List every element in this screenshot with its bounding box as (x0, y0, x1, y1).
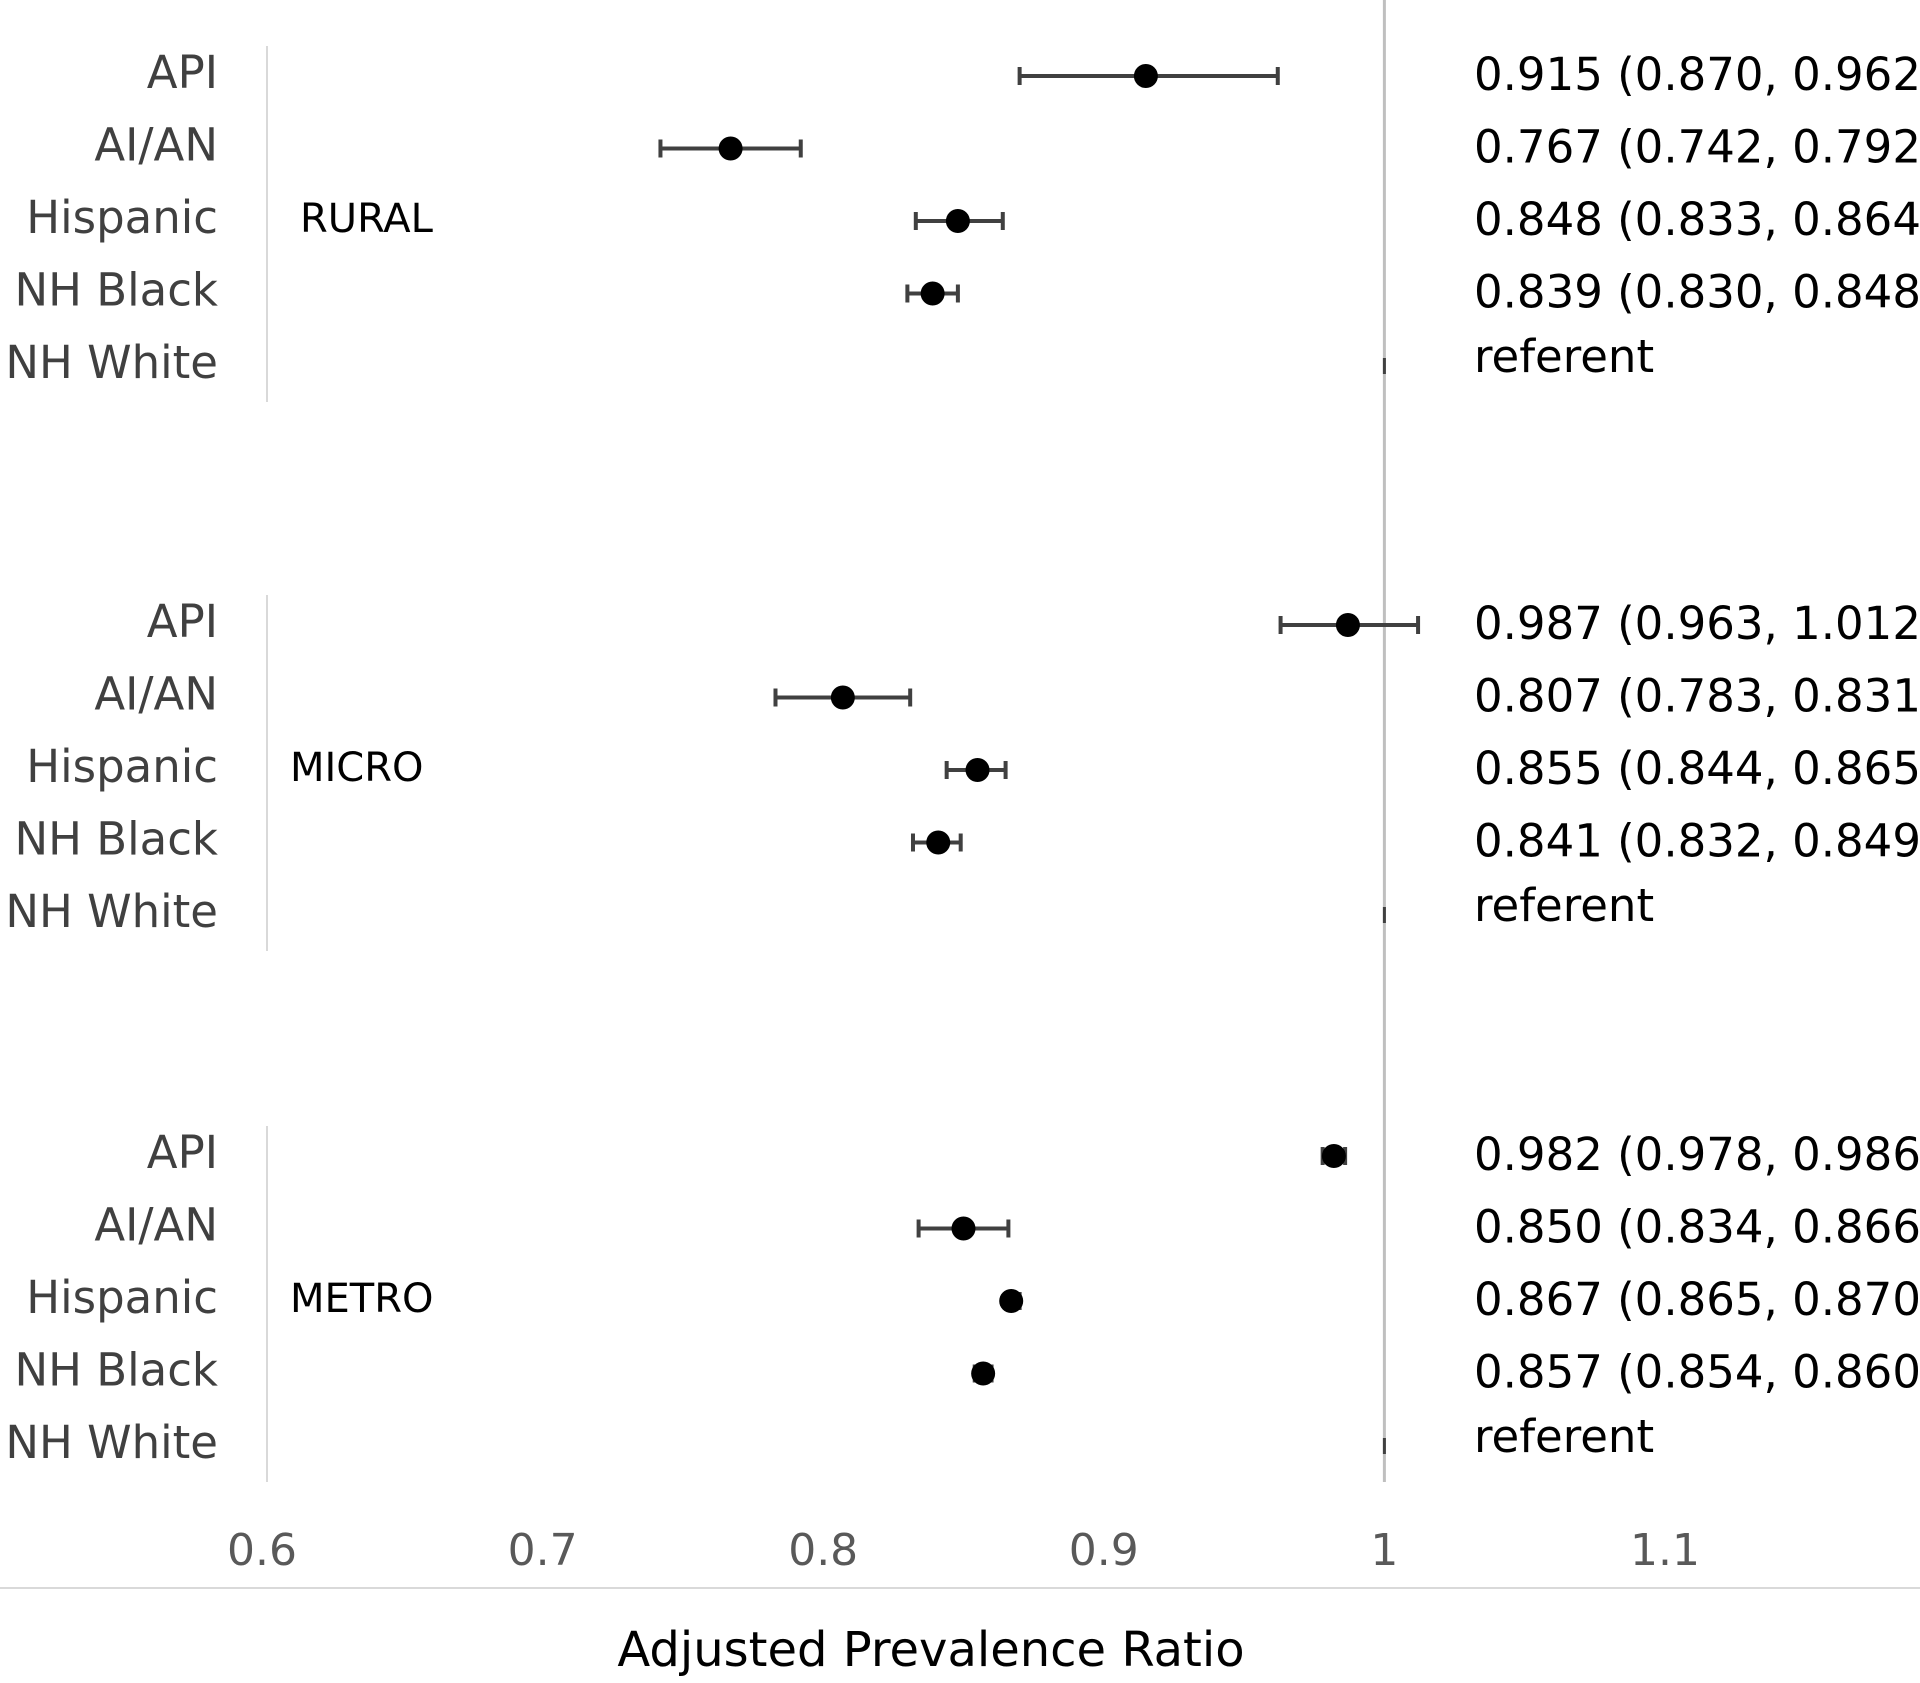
x-axis-title: Adjusted Prevalence Ratio (617, 1622, 1244, 1678)
x-tick-label: 0.6 (227, 1525, 297, 1576)
point (1321, 1144, 1346, 1168)
category-label: NH Black (14, 813, 218, 866)
point (920, 281, 945, 306)
value-label: 0.841 (0.832, 0.849) (1474, 815, 1920, 868)
value-label: 0.867 (0.865, 0.870) (1474, 1273, 1920, 1326)
category-label: AI/AN (94, 1199, 218, 1252)
value-label: referent (1474, 879, 1654, 932)
group-label: RURAL (300, 196, 434, 242)
group-label: MICRO (290, 745, 424, 791)
point (965, 758, 990, 782)
point (951, 1216, 976, 1241)
category-label: API (147, 46, 218, 99)
category-label: NH White (5, 885, 218, 938)
value-label: 0.915 (0.870, 0.962) (1474, 48, 1920, 101)
category-label: NH White (5, 336, 218, 389)
point (945, 209, 970, 233)
value-label: 0.807 (0.783, 0.831) (1474, 670, 1920, 723)
category-label: NH White (5, 1416, 218, 1469)
value-label: 0.987 (0.963, 1.012) (1474, 597, 1920, 650)
point (999, 1289, 1024, 1313)
value-label: 0.839 (0.830, 0.848) (1474, 266, 1920, 319)
value-label: 0.855 (0.844, 0.865) (1474, 742, 1920, 795)
x-tick-label: 1 (1370, 1525, 1398, 1576)
point (1133, 64, 1158, 88)
value-label: referent (1474, 330, 1654, 383)
point (830, 685, 855, 710)
category-label: API (147, 1126, 218, 1179)
x-tick-label: 0.9 (1069, 1525, 1139, 1576)
point (971, 1361, 996, 1386)
value-label: 0.850 (0.834, 0.866) (1474, 1201, 1920, 1254)
category-label: NH Black (14, 264, 218, 317)
category-label: AI/AN (94, 119, 218, 172)
value-label: 0.857 (0.854, 0.860) (1474, 1346, 1920, 1399)
point (718, 136, 743, 161)
value-label: 0.848 (0.833, 0.864) (1474, 193, 1920, 246)
point (1335, 613, 1360, 637)
value-label: 0.767 (0.742, 0.792) (1474, 121, 1920, 174)
point (926, 830, 951, 855)
x-tick-label: 1.1 (1630, 1525, 1700, 1576)
x-tick-label: 0.7 (508, 1525, 578, 1576)
value-label: referent (1474, 1410, 1654, 1463)
category-label: Hispanic (26, 1271, 218, 1324)
category-label: AI/AN (94, 668, 218, 721)
category-label: API (147, 595, 218, 648)
category-label: Hispanic (26, 191, 218, 244)
value-label: 0.982 (0.978, 0.986) (1474, 1128, 1920, 1181)
category-label: Hispanic (26, 740, 218, 793)
category-label: NH Black (14, 1344, 218, 1397)
x-tick-label: 0.8 (788, 1525, 858, 1576)
group-label: METRO (290, 1276, 434, 1322)
